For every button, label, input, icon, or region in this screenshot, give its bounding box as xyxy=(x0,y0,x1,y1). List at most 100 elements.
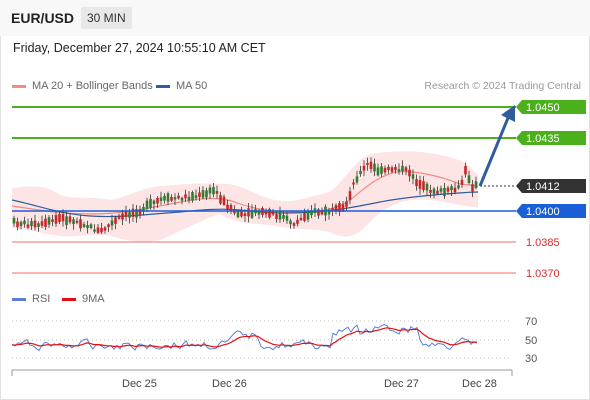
candle-body xyxy=(191,192,194,201)
candle-body xyxy=(257,210,261,215)
candle-body xyxy=(457,185,460,189)
candle-body xyxy=(331,208,334,211)
candle-body xyxy=(184,194,187,199)
candle-body xyxy=(89,224,93,228)
candle-body xyxy=(359,170,362,175)
candle-body xyxy=(114,217,117,224)
legend-ma50: MA 50 xyxy=(156,80,207,92)
candle-body xyxy=(306,210,310,220)
candle-body xyxy=(429,189,432,193)
rsi-9ma-line xyxy=(11,327,478,348)
candle-body xyxy=(26,224,30,228)
candle-body xyxy=(352,182,355,185)
level-value-1: 1.0450 xyxy=(526,102,560,114)
candle-body xyxy=(327,210,331,215)
candle-body xyxy=(292,223,296,226)
level-label-pivot: 1.0400 xyxy=(516,204,586,218)
candle-body xyxy=(383,167,387,173)
ma20-swatch xyxy=(12,84,26,88)
candle-body xyxy=(401,165,404,172)
candle-body xyxy=(33,220,37,228)
candle-body xyxy=(425,183,429,191)
candle-body xyxy=(240,211,243,217)
candle-body xyxy=(247,208,250,217)
candle-body xyxy=(82,224,86,228)
candle-body xyxy=(443,187,446,197)
candle-body xyxy=(453,187,457,193)
candle-body xyxy=(432,188,436,194)
candle-body xyxy=(145,200,149,209)
candle-body xyxy=(194,195,198,199)
candle-body xyxy=(275,214,278,220)
level-value-current: 1.0412 xyxy=(526,181,560,193)
forecast-arrowhead xyxy=(501,105,515,122)
candle-body xyxy=(93,229,96,232)
candle-body xyxy=(373,163,376,172)
candle-body xyxy=(355,176,359,183)
candle-body xyxy=(65,216,68,226)
rsi-panel: 70 50 30 xyxy=(11,316,537,365)
candle-body xyxy=(418,179,422,189)
timeframe-badge[interactable]: 30 MIN xyxy=(81,7,132,29)
candle-body xyxy=(23,220,26,225)
rsi-line xyxy=(11,323,478,352)
level-value-2: 1.0435 xyxy=(526,133,560,145)
candle-body xyxy=(250,209,254,218)
candle-body xyxy=(317,209,320,216)
candle-body xyxy=(264,211,268,215)
candle-body xyxy=(177,195,180,199)
bollinger-band xyxy=(12,151,478,242)
candle-body xyxy=(54,215,58,224)
candlestick-series xyxy=(12,157,478,235)
rsi-label-50: 50 xyxy=(525,335,537,347)
candle-body xyxy=(296,219,299,224)
candle-body xyxy=(44,218,47,227)
rsi-swatch xyxy=(12,297,26,301)
candle-body xyxy=(408,169,411,177)
candle-body xyxy=(61,214,65,222)
candle-body xyxy=(170,197,173,201)
candle-body xyxy=(366,162,369,165)
candle-body xyxy=(135,209,138,218)
chart-header: EUR/USD 30 MIN xyxy=(0,0,590,36)
candle-body xyxy=(282,215,285,219)
candle-body xyxy=(271,211,275,215)
candle-body xyxy=(156,198,159,204)
candle-body xyxy=(107,224,110,228)
candle-body xyxy=(19,221,23,226)
candle-body xyxy=(208,187,212,194)
candle-body xyxy=(436,190,439,194)
candle-body xyxy=(303,213,306,221)
candle-body xyxy=(229,204,233,211)
legend-9ma-label: 9MA xyxy=(82,293,105,305)
candle-body xyxy=(51,219,54,222)
candle-body xyxy=(173,197,177,200)
candle-body xyxy=(215,191,219,194)
credit-text: Research © 2024 Trading Central xyxy=(424,80,581,92)
candle-body xyxy=(310,210,313,216)
candle-body xyxy=(439,188,443,192)
candle-body xyxy=(299,217,303,221)
level-value-support-1: 1.0385 xyxy=(526,237,560,249)
candle-body xyxy=(222,196,226,205)
candle-body xyxy=(103,227,107,231)
candle-body xyxy=(180,197,184,201)
candle-body xyxy=(12,218,16,224)
candle-body xyxy=(471,184,474,192)
level-label-current: 1.0412 xyxy=(516,179,586,193)
legend-ma20-label: MA 20 + Bollinger Bands xyxy=(32,80,153,92)
level-value-support-2: 1.0370 xyxy=(526,268,560,280)
legend-ma50-label: MA 50 xyxy=(176,80,208,92)
candle-body xyxy=(75,220,79,223)
candle-body xyxy=(37,223,40,227)
candle-body xyxy=(131,208,135,217)
candle-body xyxy=(68,216,72,223)
level-label-1: 1.0450 xyxy=(516,100,586,114)
candle-body xyxy=(460,179,464,185)
candle-body xyxy=(58,214,61,222)
candle-body xyxy=(198,192,201,197)
candle-body xyxy=(96,227,100,233)
instrument-name: EUR/USD xyxy=(11,10,75,26)
candle-body xyxy=(285,215,289,221)
candle-body xyxy=(100,227,103,233)
